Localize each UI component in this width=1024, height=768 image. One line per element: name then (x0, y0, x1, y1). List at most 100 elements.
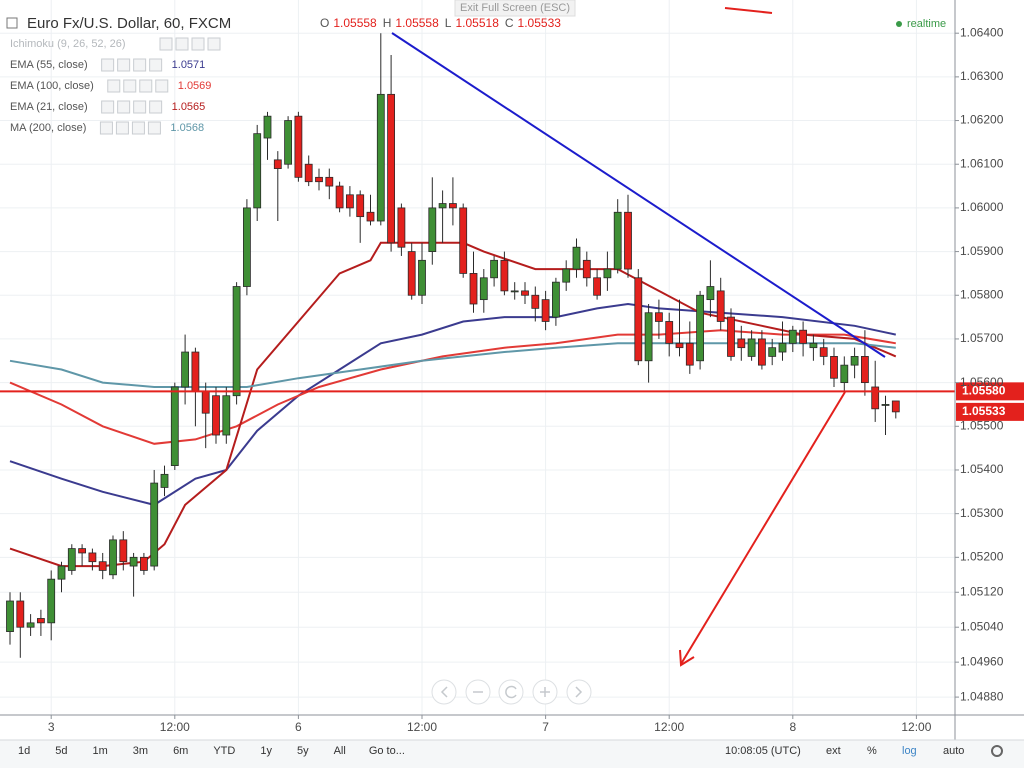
y-tick-label: 1.06100 (960, 156, 1004, 170)
candle-body (315, 176, 323, 183)
range-button[interactable]: 6m (173, 745, 188, 757)
candle-body (16, 600, 25, 628)
candle-body (644, 312, 653, 362)
goto-button[interactable]: Go to... (369, 745, 405, 757)
plot (6, 33, 900, 658)
zoom-icons (440, 685, 583, 699)
candle-body (387, 93, 396, 244)
candle-body (469, 273, 478, 305)
candle-body (603, 268, 612, 279)
option-button[interactable]: auto (943, 745, 964, 757)
range-button[interactable]: 5d (55, 745, 67, 757)
y-tick-label: 1.05400 (960, 462, 1004, 476)
indicator-icon[interactable] (117, 58, 131, 72)
ohlc-value: 1.05533 (518, 16, 562, 30)
candle-body (26, 622, 35, 628)
indicator-icon[interactable] (115, 121, 129, 135)
candle-body (284, 120, 293, 165)
status: realtime (907, 18, 946, 30)
indicator-icon[interactable] (149, 58, 163, 72)
range-button[interactable]: 1y (260, 745, 272, 757)
indicator-icon[interactable] (101, 100, 115, 114)
indicator-icon[interactable] (191, 37, 205, 51)
candle-body (665, 321, 674, 344)
candle-body (57, 565, 66, 580)
candle-body (170, 386, 179, 467)
candle-body (253, 133, 262, 209)
zoom-controls (431, 679, 592, 705)
candle-body (294, 115, 303, 178)
arrow-head (679, 649, 695, 667)
candle-body (109, 539, 117, 576)
option-button[interactable]: % (867, 745, 877, 757)
candle-body (67, 548, 76, 571)
y-tick-label: 1.05800 (960, 287, 1004, 301)
indicator-icon[interactable] (107, 79, 121, 93)
indicator-icon[interactable] (101, 58, 115, 72)
last-price-tag (956, 402, 1024, 421)
range-button[interactable]: 1d (18, 745, 30, 757)
candle-body (191, 351, 200, 392)
candle-body (778, 342, 787, 353)
reset[interactable] (498, 679, 524, 705)
option-button[interactable]: log (902, 745, 917, 757)
last-price-label: 1.05533 (962, 404, 1006, 418)
candle-body (98, 561, 107, 571)
indicator-icon[interactable] (159, 37, 173, 51)
indicator-icon[interactable] (149, 100, 163, 114)
settings-icon[interactable] (991, 745, 1003, 757)
range-button[interactable]: All (334, 745, 346, 757)
y-tick-label: 1.05300 (960, 506, 1004, 520)
price-tag (956, 382, 1024, 401)
candle-body (47, 578, 56, 624)
x-tick-label: 3 (48, 720, 55, 734)
scroll-right[interactable] (566, 679, 592, 705)
candle-body (861, 356, 869, 384)
candle-body (809, 342, 818, 349)
icon (440, 686, 448, 698)
candle-body (799, 329, 807, 344)
candle-body (521, 290, 529, 296)
candle-body (737, 338, 746, 349)
indicator-icon[interactable] (131, 121, 145, 135)
candle-body (37, 618, 45, 624)
collapse-icon[interactable] (6, 17, 18, 29)
indicator-icon[interactable] (207, 37, 221, 51)
legend-name: EMA (55, close) (10, 59, 88, 71)
y-tick-label: 1.05700 (960, 331, 1004, 345)
exit-button[interactable] (454, 0, 576, 17)
candle-body (871, 386, 880, 410)
y-tick-label: 1.04960 (960, 654, 1004, 668)
candle-body (222, 395, 231, 436)
indicator-icon[interactable] (147, 121, 161, 135)
indicator-icon[interactable] (155, 79, 169, 93)
candle-body (356, 194, 365, 218)
candle-body (263, 115, 272, 139)
scroll-left[interactable] (431, 679, 457, 705)
y-tick-label: 1.05120 (960, 584, 1004, 598)
indicator-icon[interactable] (133, 58, 147, 72)
range-button[interactable]: 3m (133, 745, 148, 757)
x-tick-label: 12:00 (901, 720, 931, 734)
candle-body (850, 356, 859, 366)
indicator-icon[interactable] (117, 100, 131, 114)
option-button[interactable]: ext (826, 745, 841, 757)
range-button[interactable]: YTD (213, 745, 235, 757)
candle-body (428, 207, 437, 252)
candle-body (716, 290, 725, 322)
indicator-icon[interactable] (133, 100, 147, 114)
candle-body (407, 251, 416, 296)
y-tick-label: 1.06200 (960, 113, 1004, 127)
indicator-icon[interactable] (175, 37, 189, 51)
candle-body (500, 259, 509, 292)
candle-body (201, 390, 210, 414)
indicator-icon[interactable] (139, 79, 153, 93)
range-button[interactable]: 5y (297, 745, 309, 757)
exit-label[interactable]: Exit Full Screen (ESC) (460, 2, 570, 14)
indicator-icon[interactable] (123, 79, 137, 93)
indicator-icon[interactable] (99, 121, 113, 135)
candle-body (758, 338, 766, 366)
range-button[interactable]: 1m (93, 745, 108, 757)
candle-body (891, 400, 900, 413)
y-tick-label: 1.06000 (960, 200, 1004, 214)
